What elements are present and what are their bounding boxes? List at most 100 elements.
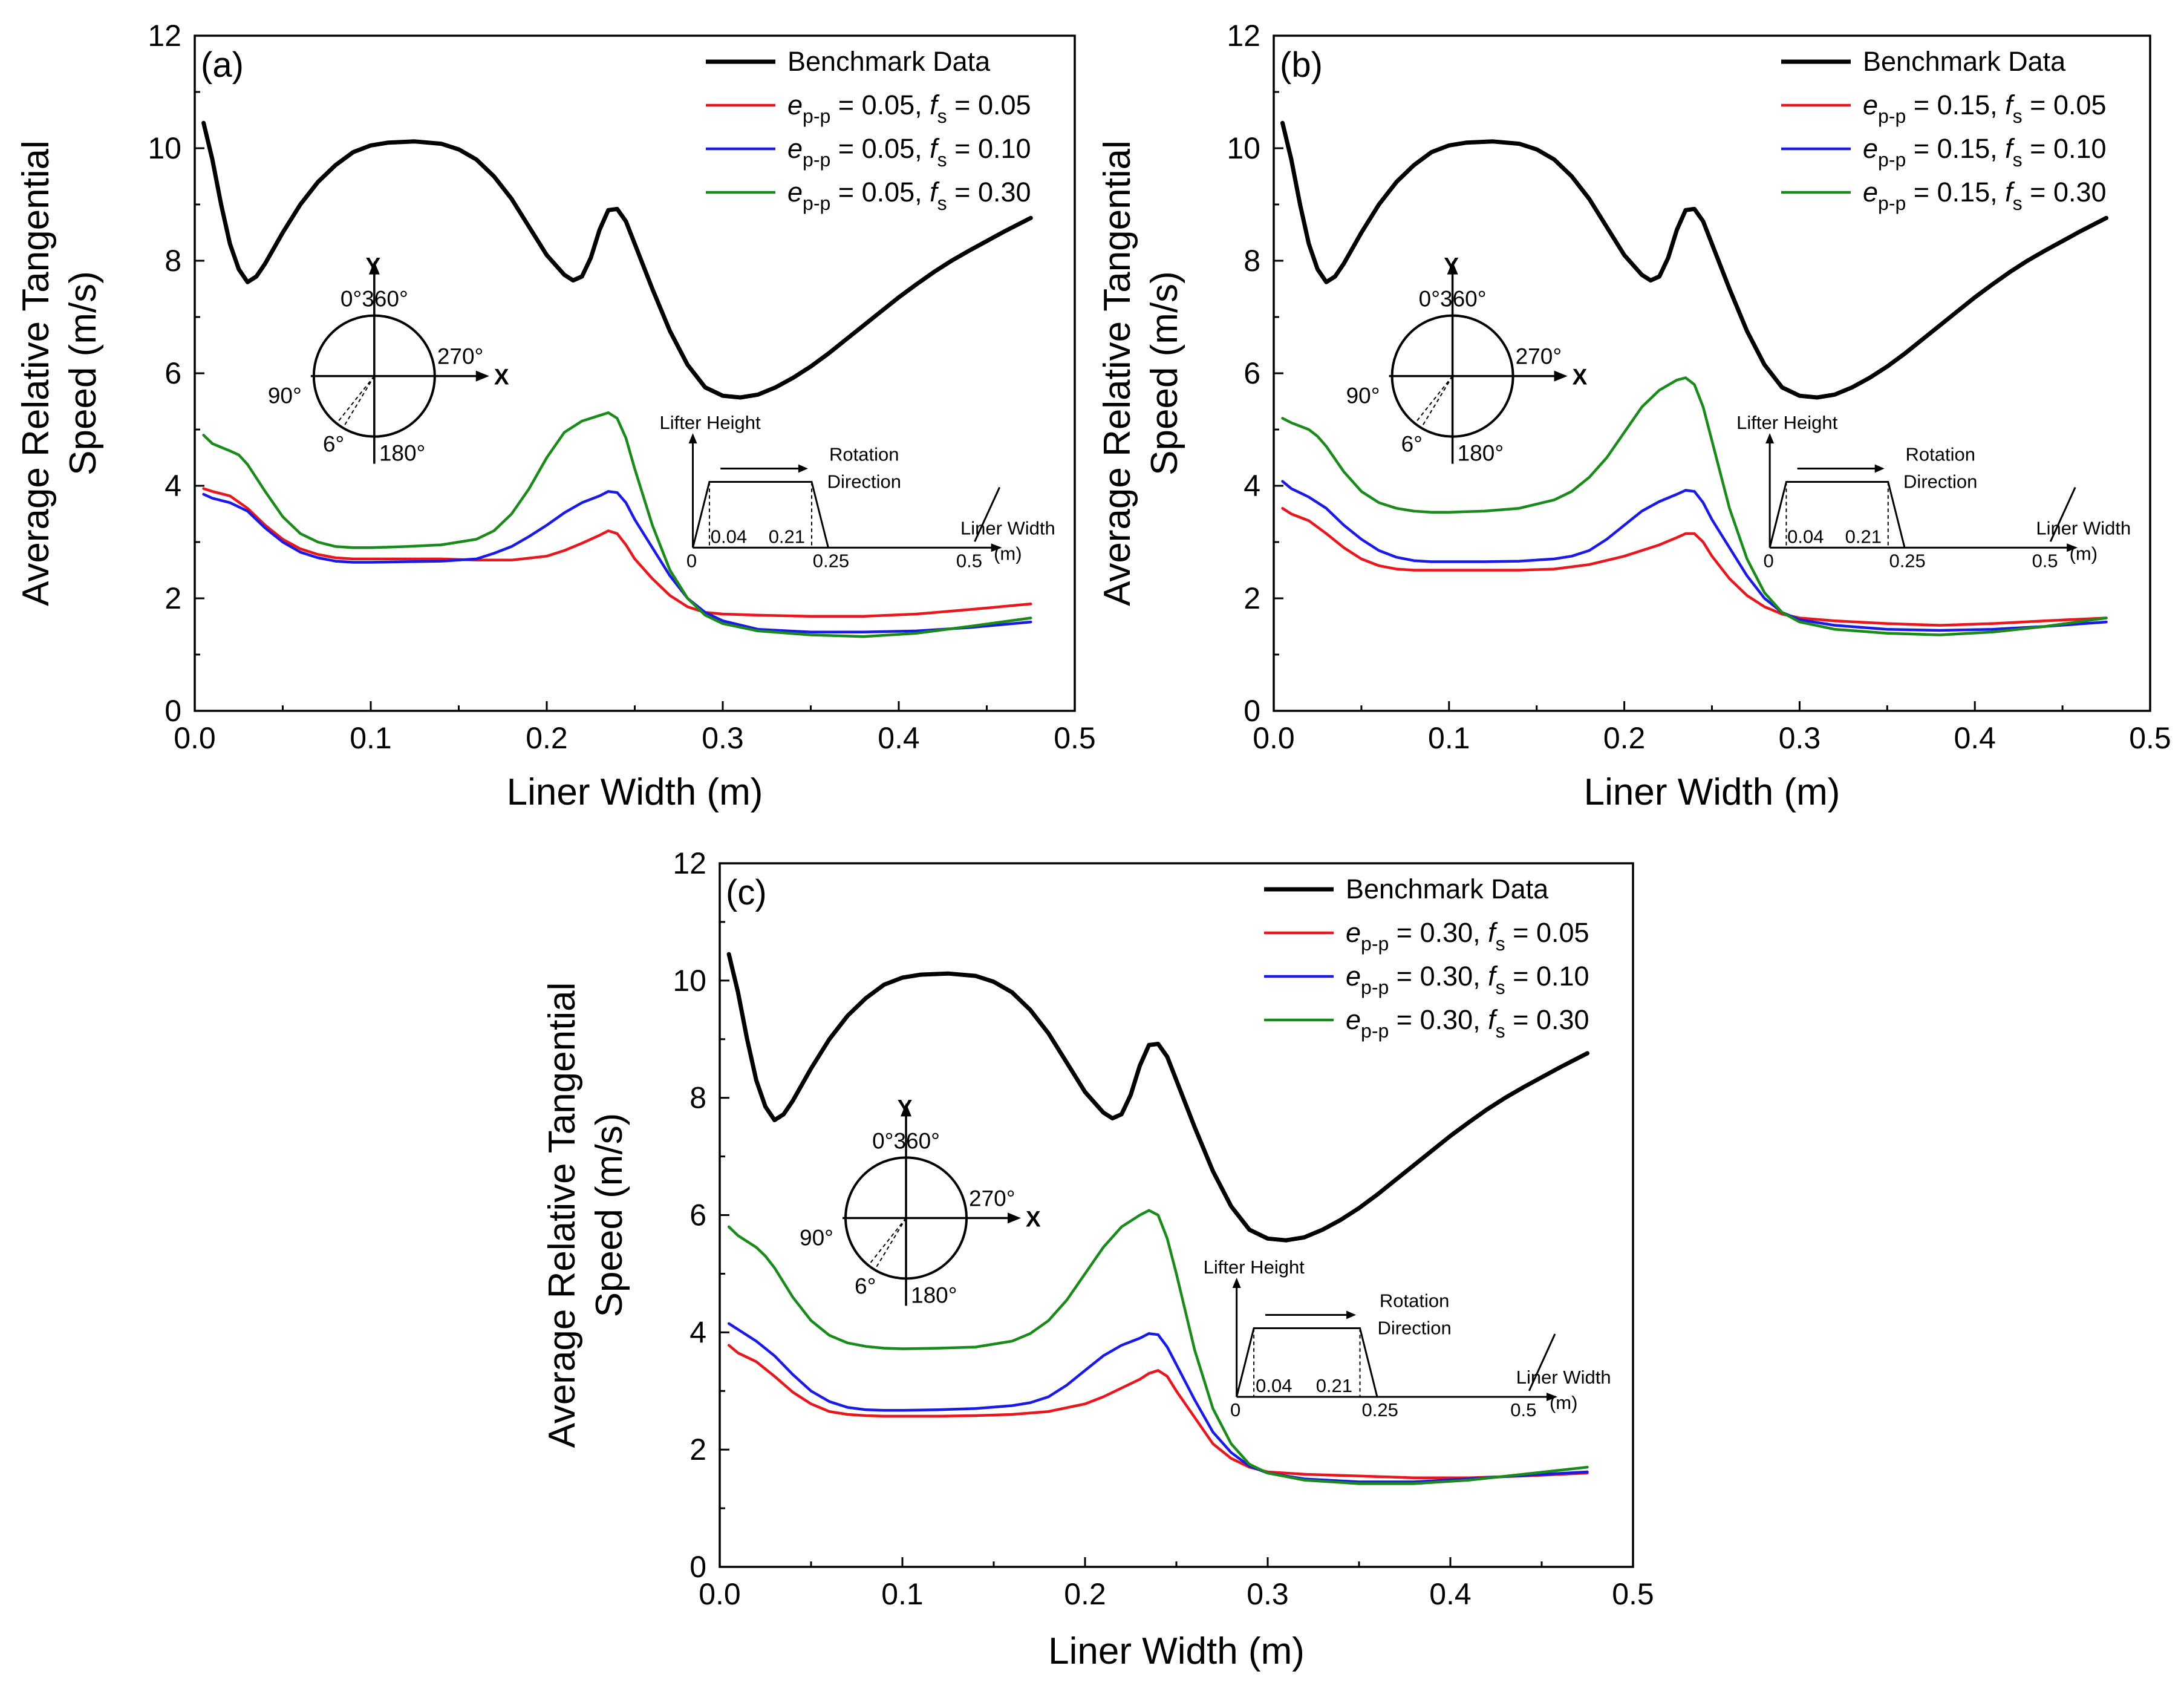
orientation-inset: Y X 0°360° 270° 90° 180° 6°: [268, 253, 509, 466]
panel-label: (a): [201, 45, 244, 85]
angle-left-label: 90°: [800, 1225, 833, 1250]
legend-e-value: = 0.15,: [1906, 177, 2005, 208]
legend-e-value: = 0.05,: [830, 133, 930, 164]
angle-dashed-line-1: [1414, 376, 1453, 424]
x-tick-label: 0.3: [702, 721, 744, 755]
profile-x-title: Liner Width: [1516, 1367, 1611, 1388]
lifter-profile-inset: Lifter Height Rotation Direction Liner Widt…: [1736, 412, 2131, 571]
x-tick-label: 0.5: [2129, 721, 2171, 755]
rotation-arrow-icon: [1874, 464, 1885, 473]
legend-e-subscript: p-p: [1878, 192, 1906, 214]
angle-dashed-line-2: [1420, 376, 1453, 429]
legend-e-symbol: e: [787, 133, 803, 164]
angle-top-label: 0°360°: [872, 1128, 940, 1153]
y-axis-letter: Y: [898, 1095, 913, 1120]
x-tick-label: 0.4: [1954, 721, 1996, 755]
angle-top-label: 0°360°: [341, 287, 408, 312]
profile-mark-05: 0.5: [956, 550, 982, 571]
rotation-arrow-icon: [798, 464, 808, 473]
panel-label: (b): [1280, 45, 1323, 85]
y-tick-label: 2: [1244, 581, 1260, 615]
profile-end-slope: [974, 486, 1001, 542]
angle-top-label: 0°360°: [1419, 287, 1487, 312]
profile-x-unit: (m): [994, 543, 1022, 564]
y-tick-label: 0: [1244, 694, 1260, 728]
angle-right-label: 270°: [437, 344, 484, 369]
profile-mark-004: 0.04: [1787, 526, 1824, 547]
y-axis-letter: Y: [1444, 253, 1459, 278]
y-tick-label: 8: [689, 1081, 706, 1115]
y-tick-label: 0: [689, 1550, 706, 1584]
x-tick-label: 0.3: [1247, 1577, 1289, 1611]
legend-e-subscript: p-p: [1361, 1020, 1389, 1042]
rotation-label-line2: Direction: [1377, 1318, 1451, 1339]
profile-mark-025: 0.25: [1889, 550, 1925, 571]
profile-end-slope: [2049, 486, 2076, 542]
legend-e-symbol: e: [1346, 961, 1361, 992]
legend-e-value: = 0.30,: [1389, 1004, 1488, 1035]
lifter-profile-inset: Lifter Height Rotation Direction Liner Widt…: [1204, 1257, 1611, 1420]
legend-f-value: = 0.10: [2023, 133, 2107, 164]
y-axis-title-line2: Speed (m/s): [1144, 271, 1185, 476]
profile-mark-05: 0.5: [1510, 1399, 1536, 1420]
y-tick-label: 10: [1227, 131, 1260, 165]
legend-e-symbol: e: [787, 90, 803, 120]
y-tick-label: 0: [165, 694, 181, 728]
profile-y-arrow-head: [1765, 433, 1775, 443]
legend-e-value: = 0.05,: [830, 90, 930, 120]
profile-x-arrow-head: [1546, 1392, 1557, 1401]
orientation-inset: Y X 0°360° 270° 90° 180° 6°: [1346, 253, 1588, 466]
legend-f-value: = 0.05: [1505, 917, 1589, 948]
legend-label-fs010: ep-p = 0.05, fs = 0.10: [787, 133, 1031, 171]
series-line-1: [727, 1344, 1589, 1479]
series-line-3: [202, 411, 1032, 638]
panel-label: (c): [726, 873, 767, 912]
legend-f-value: = 0.05: [947, 90, 1031, 120]
x-arrow-head: [1554, 370, 1568, 382]
lifter-height-label: Lifter Height: [660, 412, 761, 433]
series-line-2: [202, 490, 1032, 634]
legend-e-symbol: e: [1346, 1004, 1361, 1035]
profile-mark-025: 0.25: [813, 550, 849, 571]
angle-bottom-label: 180°: [911, 1283, 957, 1307]
y-tick-label: 12: [148, 19, 181, 53]
x-tick-label: 0.1: [1428, 721, 1470, 755]
legend-e-subscript: p-p: [803, 149, 830, 171]
legend-e-subscript: p-p: [803, 105, 830, 127]
y-tick-label: 10: [148, 131, 181, 165]
legend-label-fs005: ep-p = 0.30, fs = 0.05: [1346, 917, 1589, 955]
rotation-label-line2: Direction: [1903, 471, 1977, 492]
y-tick-label: 2: [689, 1433, 706, 1466]
legend-e-symbol: e: [1863, 177, 1878, 208]
profile-x-arrow-head: [2067, 543, 2078, 552]
legend-label-fs030: ep-p = 0.05, fs = 0.30: [787, 177, 1031, 214]
x-axis-title: Liner Width (m): [1048, 1630, 1305, 1672]
profile-origin-label: 0: [686, 550, 697, 571]
profile-x-arrow-head: [991, 543, 1002, 552]
legend-e-symbol: e: [787, 177, 803, 208]
x-axis-title: Liner Width (m): [1584, 771, 1840, 813]
legend-label-fs030: ep-p = 0.15, fs = 0.30: [1863, 177, 2107, 214]
lifter-profile-shape: [1768, 480, 1906, 548]
legend-e-symbol: e: [1863, 133, 1878, 164]
lifter-profile-shape: [1236, 1327, 1378, 1397]
x-tick-label: 0.3: [1779, 721, 1821, 755]
lifter-height-label: Lifter Height: [1736, 412, 1838, 433]
x-tick-label: 0.0: [174, 721, 216, 755]
legend-f-value: = 0.10: [947, 133, 1031, 164]
legend-f-subscript: s: [2013, 192, 2023, 214]
chart-panel-a: 0.0 0.1 0.2 0.3 0.4 0.5 0 2 4 6 8 10 12 Average Relat…: [15, 19, 1096, 813]
legend-label-benchmark: Benchmark Data: [1346, 874, 1549, 904]
y-tick-label: 12: [673, 846, 706, 880]
y-axis-title-line2: Speed (m/s): [62, 271, 104, 476]
profile-origin-label: 0: [1764, 550, 1774, 571]
legend-e-value: = 0.05,: [830, 177, 930, 208]
x-tick-label: 0.0: [699, 1577, 741, 1611]
y-tick-label: 4: [689, 1315, 706, 1349]
y-tick-label: 2: [165, 581, 181, 615]
lifter-height-label: Lifter Height: [1204, 1257, 1305, 1278]
plot-frame: [194, 34, 1076, 712]
profile-mark-025: 0.25: [1362, 1399, 1398, 1420]
series-line-1: [1281, 506, 2108, 627]
